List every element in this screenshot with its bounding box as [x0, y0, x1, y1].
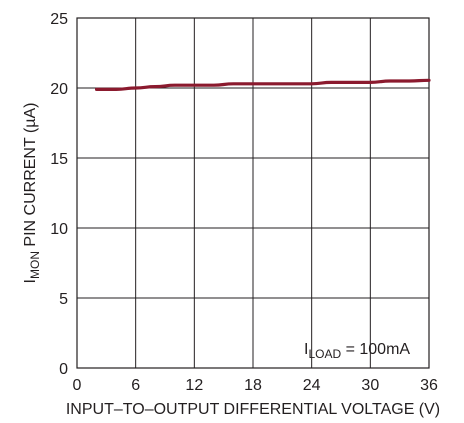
load-annotation-subscript: LOAD — [308, 347, 341, 361]
y-tick-label: 5 — [59, 291, 68, 308]
plot-frame — [76, 17, 430, 369]
x-tick-label: 6 — [131, 377, 140, 394]
y-axis-label-subscript: MON — [28, 251, 42, 279]
y-tick-label: 15 — [50, 151, 68, 168]
y-tick-label: 0 — [59, 361, 68, 378]
x-tick-label: 24 — [303, 377, 321, 394]
series-lines — [94, 78, 431, 91]
y-axis-label: IMON PIN CURRENT (µA) — [22, 103, 42, 284]
grid — [77, 18, 429, 368]
x-tick-label: 36 — [420, 377, 438, 394]
y-tick-label: 25 — [50, 11, 68, 28]
y-axis-label-suffix: PIN CURRENT (µA) — [22, 103, 39, 251]
x-tick-label: 0 — [73, 377, 82, 394]
load-annotation-suffix: = 100mA — [341, 341, 410, 358]
y-tick-label: 10 — [50, 221, 68, 238]
series-line — [94, 78, 431, 91]
x-axis-label: INPUT–TO–OUTPUT DIFFERENTIAL VOLTAGE (V) — [66, 401, 440, 418]
y-tick-labels: 0 5 10 15 20 25 — [50, 11, 68, 378]
y-tick-label: 20 — [50, 81, 68, 98]
load-annotation: ILOAD = 100mA — [304, 341, 410, 361]
x-tick-labels: 0 6 12 18 24 30 36 — [73, 377, 438, 394]
x-tick-label: 30 — [361, 377, 379, 394]
x-tick-label: 12 — [185, 377, 203, 394]
load-annotation-prefix: I — [304, 341, 308, 358]
y-axis-label-prefix: I — [22, 279, 39, 283]
x-tick-label: 18 — [244, 377, 262, 394]
